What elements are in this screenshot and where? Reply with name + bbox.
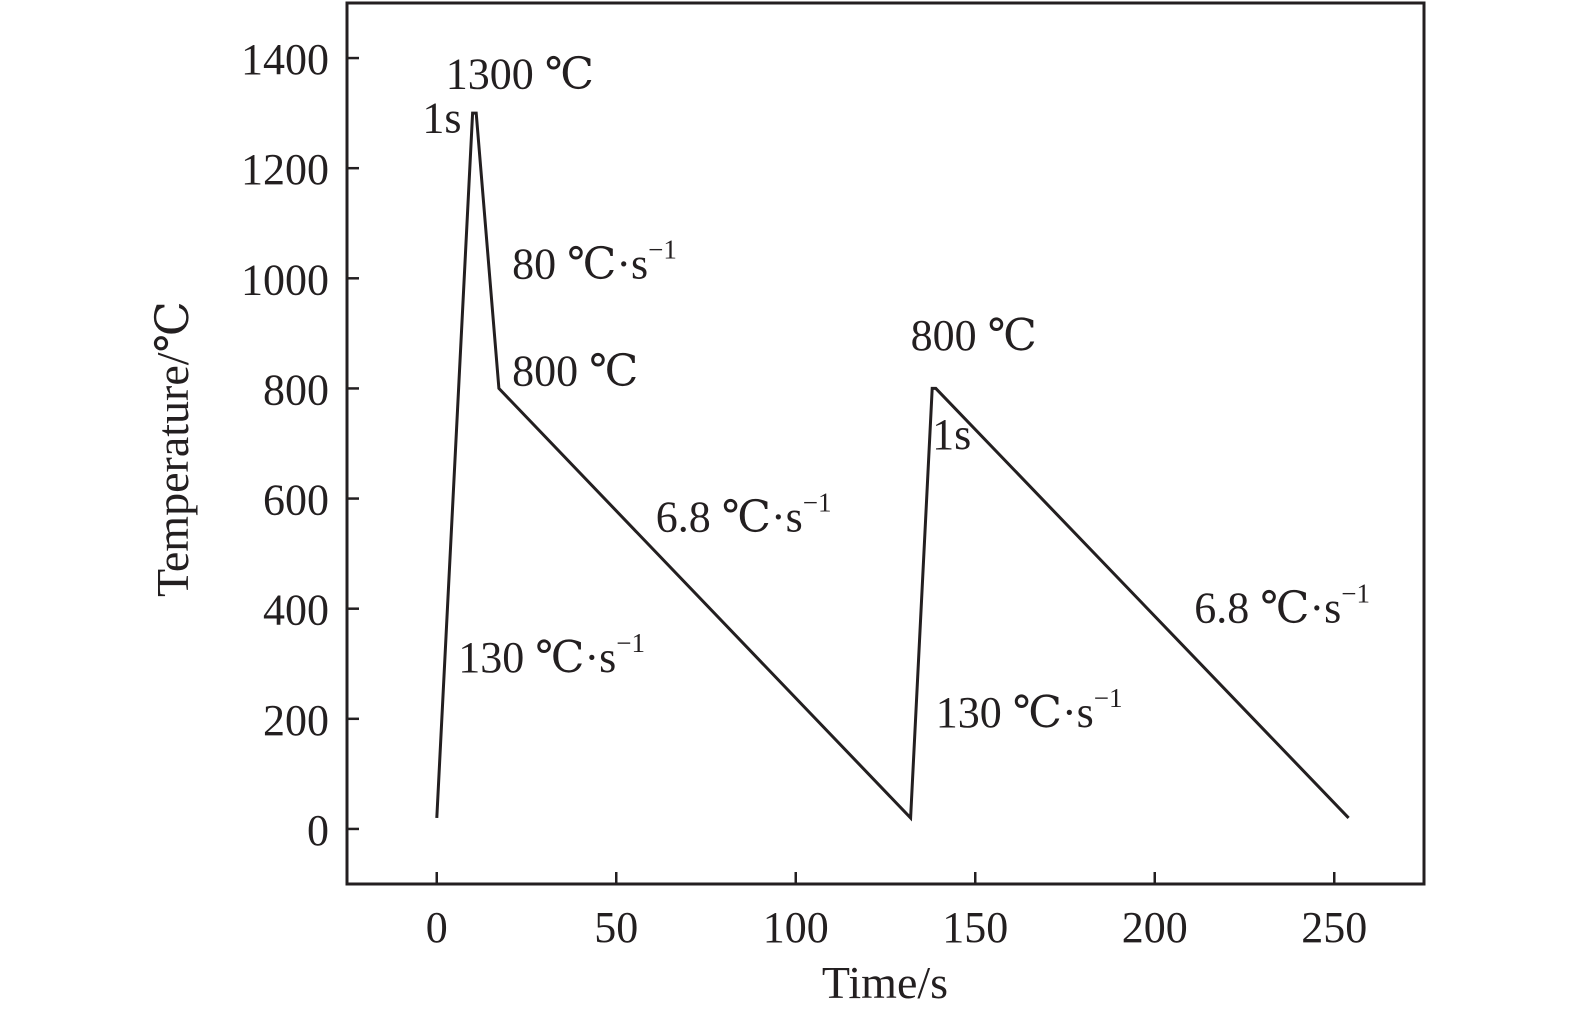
x-tick-label-250: 250 [1301,903,1367,952]
x-axis-title: Time/s [822,957,948,1008]
annotation-temp-800-second: 800 ℃ [911,311,1037,360]
x-tick-label-150: 150 [942,903,1008,952]
x-tick-label-100: 100 [763,903,829,952]
annotation-temp-800-first: 800 ℃ [512,347,638,396]
annotation-hold-2: 1s [932,410,971,459]
annotation-hold-1: 1s [422,93,461,142]
series-line-0 [435,111,1350,822]
annotation-cool-rate-80: 80 ℃·s−1 [512,234,677,288]
y-tick-label-400: 400 [263,586,329,635]
y-tick-label-1000: 1000 [241,255,329,304]
x-tick-label-50: 50 [594,903,638,952]
annotation-cool-rate-6-8-second: 6.8 ℃·s−1 [1194,578,1370,632]
y-tick-label-0: 0 [307,806,329,855]
y-tick-label-1200: 1200 [241,145,329,194]
annotation-heat-rate-130-second: 130 ℃·s−1 [936,683,1123,737]
annotation-heat-rate-130-first: 130 ℃·s−1 [458,628,645,682]
x-tick-label-0: 0 [426,903,448,952]
y-tick-label-800: 800 [263,365,329,414]
axes-layer: 0 50 100 150 200 250 0 200 400 600 800 1000 1200 1400 [241,1,1426,952]
y-tick-label-600: 600 [263,476,329,525]
annotation-cool-rate-6-8-first: 6.8 ℃·s−1 [656,488,832,542]
y-tick-label-1400: 1400 [241,35,329,84]
annotation-peak-temp: 1300 ℃ [446,49,594,98]
plot-frame [345,1,1426,886]
x-tick-label-200: 200 [1122,903,1188,952]
series-layer [435,111,1350,822]
y-tick-label-200: 200 [263,696,329,745]
y-axis-title: Temperature/℃ [147,301,198,597]
